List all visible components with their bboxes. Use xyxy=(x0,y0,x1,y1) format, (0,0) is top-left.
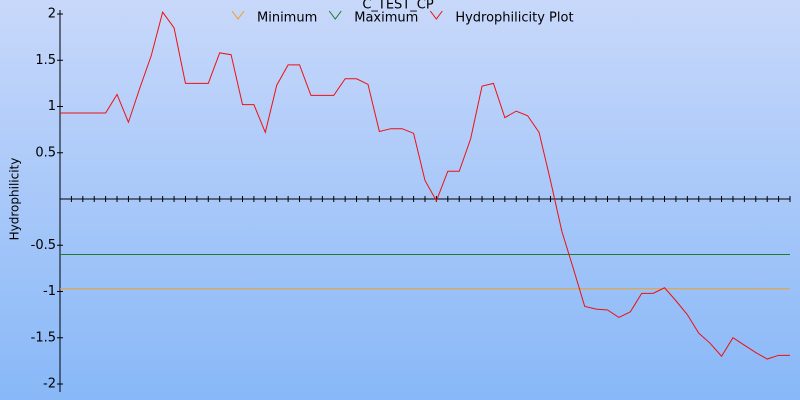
y-tick-label: 1.5 xyxy=(35,53,56,68)
y-tick-label: -0.5 xyxy=(31,238,56,253)
y-tick-label: 2 xyxy=(48,7,56,22)
y-tick-label: 1 xyxy=(48,99,56,114)
legend-label: Maximum xyxy=(354,11,418,26)
y-tick-label: 0.5 xyxy=(35,145,56,160)
legend-label: Minimum xyxy=(257,11,317,26)
y-tick-label: -2 xyxy=(43,377,56,392)
series-line xyxy=(60,11,790,360)
y-tick-label: -1 xyxy=(43,284,56,299)
legend-symbol xyxy=(429,10,443,20)
legend-label: Hydrophilicity Plot xyxy=(455,11,573,26)
y-tick-label: -1.5 xyxy=(31,330,56,345)
chart-title: C_TEST_CP xyxy=(362,0,434,13)
legend-symbol xyxy=(231,10,245,20)
y-axis-label: Hydrophilicity xyxy=(8,158,22,241)
legend-symbol xyxy=(328,10,342,20)
